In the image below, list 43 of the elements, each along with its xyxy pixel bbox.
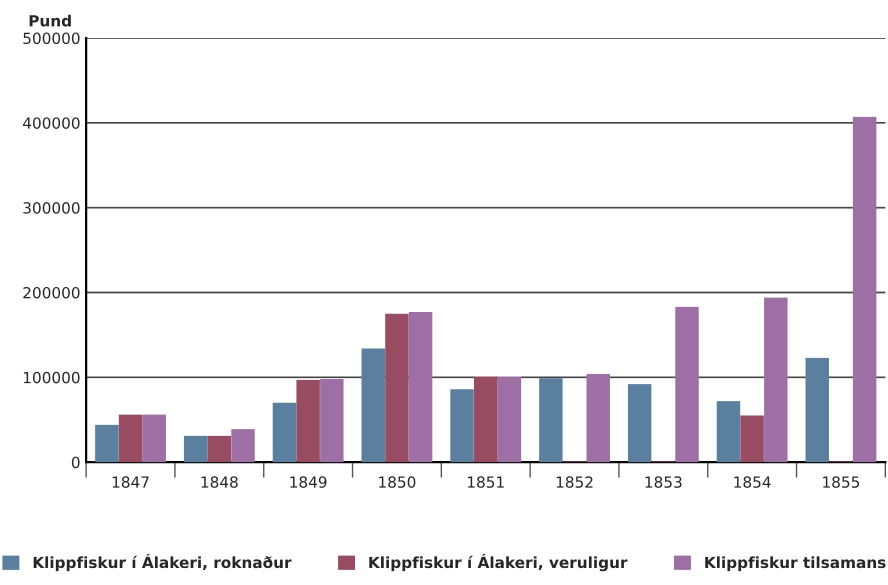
x-tick-label: 1854: [734, 476, 771, 488]
bar: [272, 402, 296, 462]
bar: [231, 429, 255, 462]
bar: [474, 376, 498, 462]
bar: [764, 298, 788, 462]
bar: [320, 379, 344, 462]
y-tick-label: 500000: [23, 32, 80, 44]
x-tick-label: 1847: [112, 476, 149, 488]
bar: [498, 376, 522, 462]
bar: [142, 414, 166, 462]
bar: [362, 348, 385, 462]
bar: [716, 401, 740, 462]
legend-label: Klippfiskur í Álakeri, veruligur: [369, 554, 628, 572]
bar: [118, 414, 142, 462]
legend-label: Klippfiskur í Álakeri, roknaður: [34, 554, 292, 572]
y-tick-label: 400000: [23, 117, 80, 129]
legend-label: Klippfiskur tilsamans: [705, 556, 886, 572]
x-tick-label: 1855: [823, 476, 860, 488]
bar: [184, 436, 208, 462]
x-tick-label: 1850: [379, 476, 416, 488]
bar: [208, 436, 232, 462]
y-tick-label: 100000: [24, 372, 80, 384]
bar: [740, 416, 764, 462]
bar: [95, 424, 119, 462]
bar: [586, 374, 610, 462]
x-tick-label: 1851: [468, 476, 504, 488]
x-tick-label: 1853: [646, 476, 682, 488]
bar: [852, 116, 876, 462]
bar: [385, 314, 409, 462]
x-tick-label: 1848: [202, 476, 238, 488]
y-tick-label: 0: [72, 456, 80, 468]
bar: [675, 306, 699, 462]
bar: [450, 389, 474, 462]
y-tick-label: 300000: [23, 202, 80, 214]
bar: [408, 312, 432, 462]
x-tick-label: 1852: [556, 476, 592, 488]
bar: [628, 384, 652, 462]
y-tick-label: 200000: [23, 286, 80, 299]
bar: [539, 378, 563, 462]
bar: [296, 380, 320, 462]
y-axis-title: Pund: [30, 14, 71, 27]
bar: [806, 358, 829, 462]
x-tick-label: 1849: [290, 476, 326, 488]
